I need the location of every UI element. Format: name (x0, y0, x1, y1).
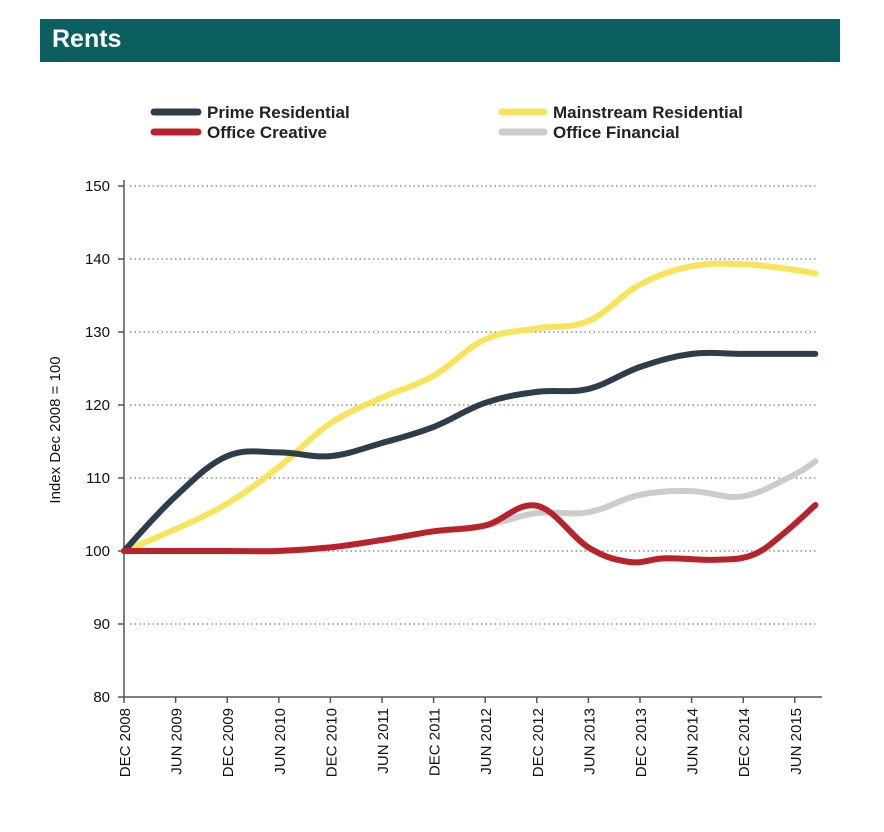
x-tick-label: DEC 2011 (427, 708, 444, 776)
x-tick-label: JUN 2014 (685, 708, 702, 775)
y-tick-label: 100 (85, 543, 110, 560)
x-tick-label: JUN 2010 (272, 708, 289, 775)
y-tick-label: 110 (86, 470, 110, 487)
legend-label-mainstream-residential: Mainstream Residential (553, 103, 743, 122)
axes (123, 180, 822, 698)
x-tick-label: JUN 2011 (375, 708, 392, 774)
x-tick-label: JUN 2013 (581, 708, 598, 775)
series-line-office-creative (121, 502, 819, 566)
chart-title: Rents (52, 25, 122, 53)
y-tick-label: 130 (85, 324, 110, 341)
legend-label-office-financial: Office Financial (553, 123, 680, 142)
series-lines (121, 260, 819, 566)
series-line-prime-residential (121, 349, 819, 554)
legend-label-office-creative: Office Creative (207, 123, 327, 142)
series-line-mainstream-residential (121, 260, 819, 554)
x-tick-label: DEC 2014 (736, 708, 753, 777)
y-tick-label: 120 (85, 397, 110, 414)
title-bar: Rents (40, 19, 840, 62)
legend-label-prime-residential: Prime Residential (207, 103, 350, 122)
y-tick-label: 90 (93, 616, 110, 633)
x-tick-label: DEC 2012 (530, 708, 547, 777)
x-tick-label: DEC 2013 (633, 708, 650, 777)
x-ticks: DEC 2008 JUN 2009 DEC 2009 JUN 2010 DEC 2010… (117, 697, 805, 777)
y-ticks: 80 90 100 110 120 130 140 150 (85, 178, 124, 706)
x-tick-label: JUN 2015 (788, 708, 805, 775)
y-tick-label: 80 (93, 689, 110, 706)
x-tick-label: JUN 2009 (169, 708, 186, 775)
x-tick-label: DEC 2008 (117, 708, 134, 777)
y-axis-label: Index Dec 2008 = 100 (47, 356, 64, 503)
y-tick-label: 150 (85, 178, 110, 195)
legend: Prime Residential Mainstream Residential… (150, 103, 743, 142)
x-tick-label: DEC 2010 (323, 708, 340, 777)
y-tick-label: 140 (85, 251, 110, 268)
x-tick-label: DEC 2009 (220, 708, 237, 777)
x-tick-label: JUN 2012 (478, 708, 495, 775)
